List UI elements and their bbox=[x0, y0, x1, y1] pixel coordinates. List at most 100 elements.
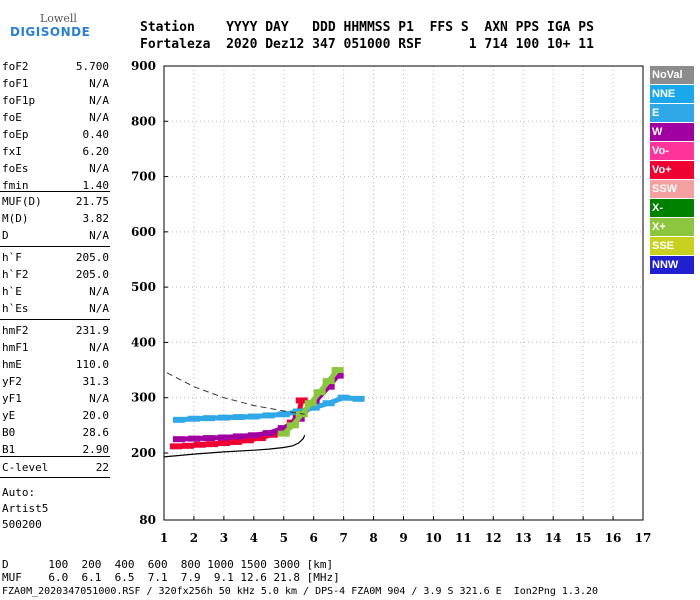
param-key: MUF(D) bbox=[2, 195, 42, 208]
x-tick-label: 5 bbox=[280, 531, 288, 545]
param-row: yF2 31.3 bbox=[2, 375, 109, 390]
param-key: foE bbox=[2, 111, 22, 124]
legend-item-ssw: SSW bbox=[650, 180, 694, 198]
param-row: B0 28.6 bbox=[2, 426, 109, 441]
y-tick-label: 800 bbox=[131, 114, 156, 128]
legend-item-sse: SSE bbox=[650, 237, 694, 255]
x-tick-label: 10 bbox=[425, 531, 442, 545]
param-value: 110.0 bbox=[75, 358, 109, 371]
param-value: 31.3 bbox=[82, 375, 110, 388]
param-row: h`F 205.0 bbox=[2, 251, 109, 266]
y-tick-label: 500 bbox=[131, 280, 156, 294]
x-tick-label: 9 bbox=[399, 531, 407, 545]
param-row: h`E N/A bbox=[2, 285, 109, 300]
x-tick-label: 14 bbox=[545, 531, 562, 545]
legend-item-noval: NoVal bbox=[650, 66, 694, 84]
divider bbox=[0, 246, 110, 247]
param-value: 5.700 bbox=[75, 60, 109, 73]
param-row: foF1p N/A bbox=[2, 94, 109, 109]
y-tick-label: 300 bbox=[131, 391, 156, 405]
data-point bbox=[331, 367, 344, 374]
legend-item-x-plus: X+ bbox=[650, 218, 694, 236]
param-key: h`F bbox=[2, 251, 22, 264]
param-value: 28.6 bbox=[82, 426, 110, 439]
param-row: C-level 22 bbox=[2, 461, 109, 476]
param-key: h`E bbox=[2, 285, 22, 298]
data-point bbox=[352, 395, 365, 402]
param-key: B1 bbox=[2, 443, 16, 456]
x-tick-label: 11 bbox=[455, 531, 472, 545]
legend-item-e: E bbox=[650, 104, 694, 122]
param-value: N/A bbox=[89, 111, 109, 124]
param-key: B0 bbox=[2, 426, 16, 439]
param-row: yE 20.0 bbox=[2, 409, 109, 424]
x-tick-label: 7 bbox=[339, 531, 347, 545]
legend-item-x-minus: X- bbox=[650, 199, 694, 217]
param-row: foF2 5.700 bbox=[2, 60, 109, 75]
param-value: N/A bbox=[89, 285, 109, 298]
legend-item-nne: NNE bbox=[650, 85, 694, 103]
auto-program: Artist5 bbox=[2, 502, 49, 515]
param-row: h`Es N/A bbox=[2, 302, 109, 317]
param-value: N/A bbox=[89, 77, 109, 90]
param-row: B1 2.90 bbox=[2, 443, 109, 458]
x-tick-label: 16 bbox=[605, 531, 622, 545]
divider bbox=[0, 191, 110, 192]
x-tick-label: 4 bbox=[250, 531, 258, 545]
param-value: N/A bbox=[89, 162, 109, 175]
param-key: foF2 bbox=[2, 60, 29, 73]
x-tick-label: 13 bbox=[515, 531, 532, 545]
y-tick-label: 600 bbox=[131, 225, 156, 239]
param-value: 205.0 bbox=[75, 251, 109, 264]
x-tick-label: 8 bbox=[369, 531, 377, 545]
param-row: foE N/A bbox=[2, 111, 109, 126]
param-row: hmE 110.0 bbox=[2, 358, 109, 373]
y-tick-label: 400 bbox=[131, 335, 156, 349]
divider bbox=[0, 456, 110, 457]
logo-digisonde: DIGISONDE bbox=[10, 25, 91, 39]
param-key: M(D) bbox=[2, 212, 29, 225]
param-key: foF1 bbox=[2, 77, 29, 90]
legend-item-vo-minus: Vo- bbox=[650, 142, 694, 160]
param-value: N/A bbox=[89, 229, 109, 242]
param-value: 21.75 bbox=[75, 195, 109, 208]
param-value: 3.82 bbox=[82, 212, 110, 225]
param-value: N/A bbox=[89, 94, 109, 107]
param-value: 1.40 bbox=[82, 179, 110, 192]
param-value: 0.40 bbox=[82, 128, 110, 141]
param-row: hmF1 N/A bbox=[2, 341, 109, 356]
header-row-labels: Station YYYY DAY DDD HHMMSS P1 FFS S AXN… bbox=[140, 20, 594, 35]
logo-lowell: Lowell bbox=[40, 12, 77, 25]
grid bbox=[163, 65, 644, 521]
auto-code: 500200 bbox=[2, 518, 42, 531]
param-key: yE bbox=[2, 409, 16, 422]
y-tick-label: 900 bbox=[131, 59, 156, 73]
param-key: C-level bbox=[2, 461, 49, 474]
param-row: h`F2 205.0 bbox=[2, 268, 109, 283]
param-value: N/A bbox=[89, 341, 109, 354]
fitted-profile-line bbox=[163, 435, 306, 458]
param-row: foF1 N/A bbox=[2, 77, 109, 92]
param-value: 231.9 bbox=[75, 324, 109, 337]
param-value: N/A bbox=[89, 302, 109, 315]
param-value: 22 bbox=[95, 461, 109, 474]
param-row: D N/A bbox=[2, 229, 109, 244]
x-tick-label: 2 bbox=[190, 531, 198, 545]
param-row: fxI 6.20 bbox=[2, 145, 109, 160]
param-key: foEp bbox=[2, 128, 29, 141]
param-key: foF1p bbox=[2, 94, 36, 107]
legend-item-w: W bbox=[650, 123, 694, 141]
x-tick-label: 6 bbox=[310, 531, 318, 545]
auto-label: Auto: bbox=[2, 486, 36, 499]
param-value: N/A bbox=[89, 392, 109, 405]
param-key: yF2 bbox=[2, 375, 22, 388]
y-tick-label: 200 bbox=[131, 446, 156, 460]
param-row: hmF2 231.9 bbox=[2, 324, 109, 339]
x-tick-label: 12 bbox=[485, 531, 502, 545]
header-row-values: Fortaleza 2020 Dez12 347 051000 RSF 1 71… bbox=[140, 37, 594, 52]
y-tick-label: 80 bbox=[139, 513, 156, 527]
param-value: 205.0 bbox=[75, 268, 109, 281]
data-point bbox=[331, 372, 344, 379]
param-value: 2.90 bbox=[82, 443, 110, 456]
